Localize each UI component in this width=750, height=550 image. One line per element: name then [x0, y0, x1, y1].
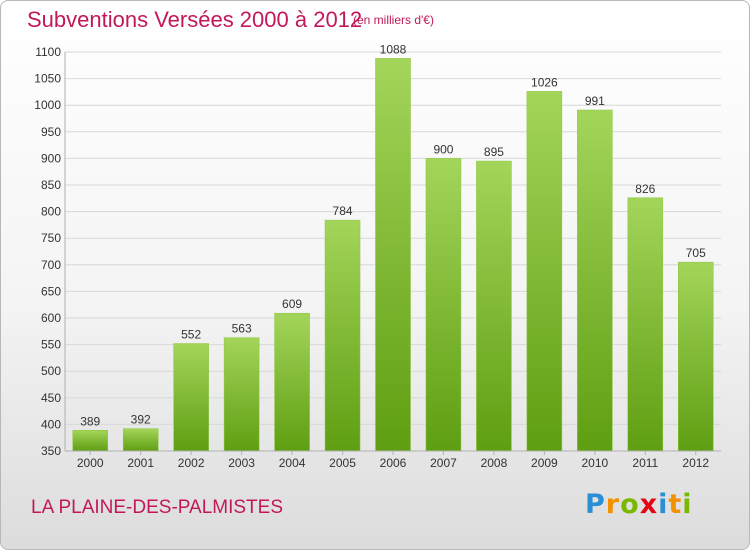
x-tick-label: 2000: [77, 456, 104, 470]
commune-name: LA PLAINE-DES-PALMISTES: [31, 497, 284, 518]
y-tick-label: 450: [41, 391, 61, 405]
bar-2003: [223, 337, 260, 452]
x-tick-label: 2012: [682, 456, 709, 470]
y-tick-label: 550: [41, 338, 61, 352]
logo-letter: r: [605, 489, 621, 520]
y-tick-label: 350: [41, 444, 61, 458]
bar-2012: [678, 261, 714, 452]
value-label-2007: 900: [433, 142, 453, 156]
x-axis: 2000 2001 2002 2003 2004 2005 2006 2007 2008 2009…: [65, 450, 721, 470]
bar-2008: [476, 160, 512, 452]
value-label-2002: 552: [181, 328, 201, 342]
bar-2000: [72, 430, 108, 452]
logo-letter: t: [668, 489, 683, 520]
y-tick-label: 900: [41, 151, 61, 165]
value-label-2003: 563: [232, 322, 252, 336]
bars: [72, 58, 714, 452]
logo-letter: x: [639, 489, 659, 520]
proxiti-logo: Proxiti: [585, 489, 693, 520]
logo-letter: o: [620, 489, 640, 520]
y-tick-label: 650: [41, 284, 61, 298]
bar-2005: [324, 219, 361, 452]
logo-letter: i: [682, 489, 693, 520]
y-tick-label: 750: [41, 231, 61, 245]
y-tick-label: 700: [41, 258, 61, 272]
y-tick-label: 1100: [35, 45, 61, 59]
logo-letter: i: [658, 489, 669, 520]
logo-letter: P: [585, 489, 606, 520]
x-tick-label: 2004: [279, 456, 306, 470]
bar-2010: [577, 109, 613, 452]
value-labels: 389 392 552 563 609 784 1088 900 895 1026 991 826 70…: [80, 42, 706, 428]
value-label-2006: 1088: [380, 42, 407, 56]
chart-title: Subventions Versées 2000 à 2012: [27, 7, 363, 32]
y-tick-label: 850: [41, 178, 61, 192]
x-tick-label: 2007: [430, 456, 457, 470]
x-tick-label: 2008: [481, 456, 508, 470]
x-tick-label: 2011: [632, 456, 658, 470]
y-tick-label: 800: [41, 205, 61, 219]
value-label-2004: 609: [282, 297, 302, 311]
bar-2009: [526, 91, 563, 452]
chart-unit-subtitle: (en milliers d'€): [353, 13, 434, 27]
y-tick-label: 500: [41, 364, 61, 378]
value-label-2001: 392: [131, 413, 151, 427]
y-tick-label: 1050: [34, 72, 61, 86]
bar-2007: [425, 158, 462, 452]
bar-2001: [122, 428, 159, 452]
bar-2002: [173, 343, 209, 452]
y-axis: 350 400 450 500 550 600 650 700 750 800 850 900 950 1…: [34, 45, 66, 458]
value-label-2011: 826: [635, 182, 655, 196]
y-tick-label: 600: [41, 311, 61, 325]
x-tick-label: 2010: [581, 456, 608, 470]
x-tick-label: 2003: [228, 456, 255, 470]
x-tick-label: 2001: [127, 456, 154, 470]
x-tick-label: 2006: [380, 456, 407, 470]
y-tick-label: 1000: [34, 98, 61, 112]
bar-2006: [375, 58, 411, 452]
bar-2011: [627, 197, 664, 452]
value-label-2008: 895: [484, 145, 504, 159]
y-tick-label: 400: [41, 417, 61, 431]
bar-2004: [274, 312, 310, 452]
value-label-2010: 991: [585, 94, 605, 108]
value-label-2009: 1026: [531, 75, 558, 89]
x-tick-label: 2009: [531, 456, 558, 470]
value-label-2012: 705: [686, 246, 706, 260]
y-tick-label: 950: [41, 125, 61, 139]
x-tick-label: 2005: [329, 456, 356, 470]
value-label-2000: 389: [80, 414, 100, 428]
value-label-2005: 784: [333, 204, 353, 218]
x-tick-label: 2002: [178, 456, 205, 470]
